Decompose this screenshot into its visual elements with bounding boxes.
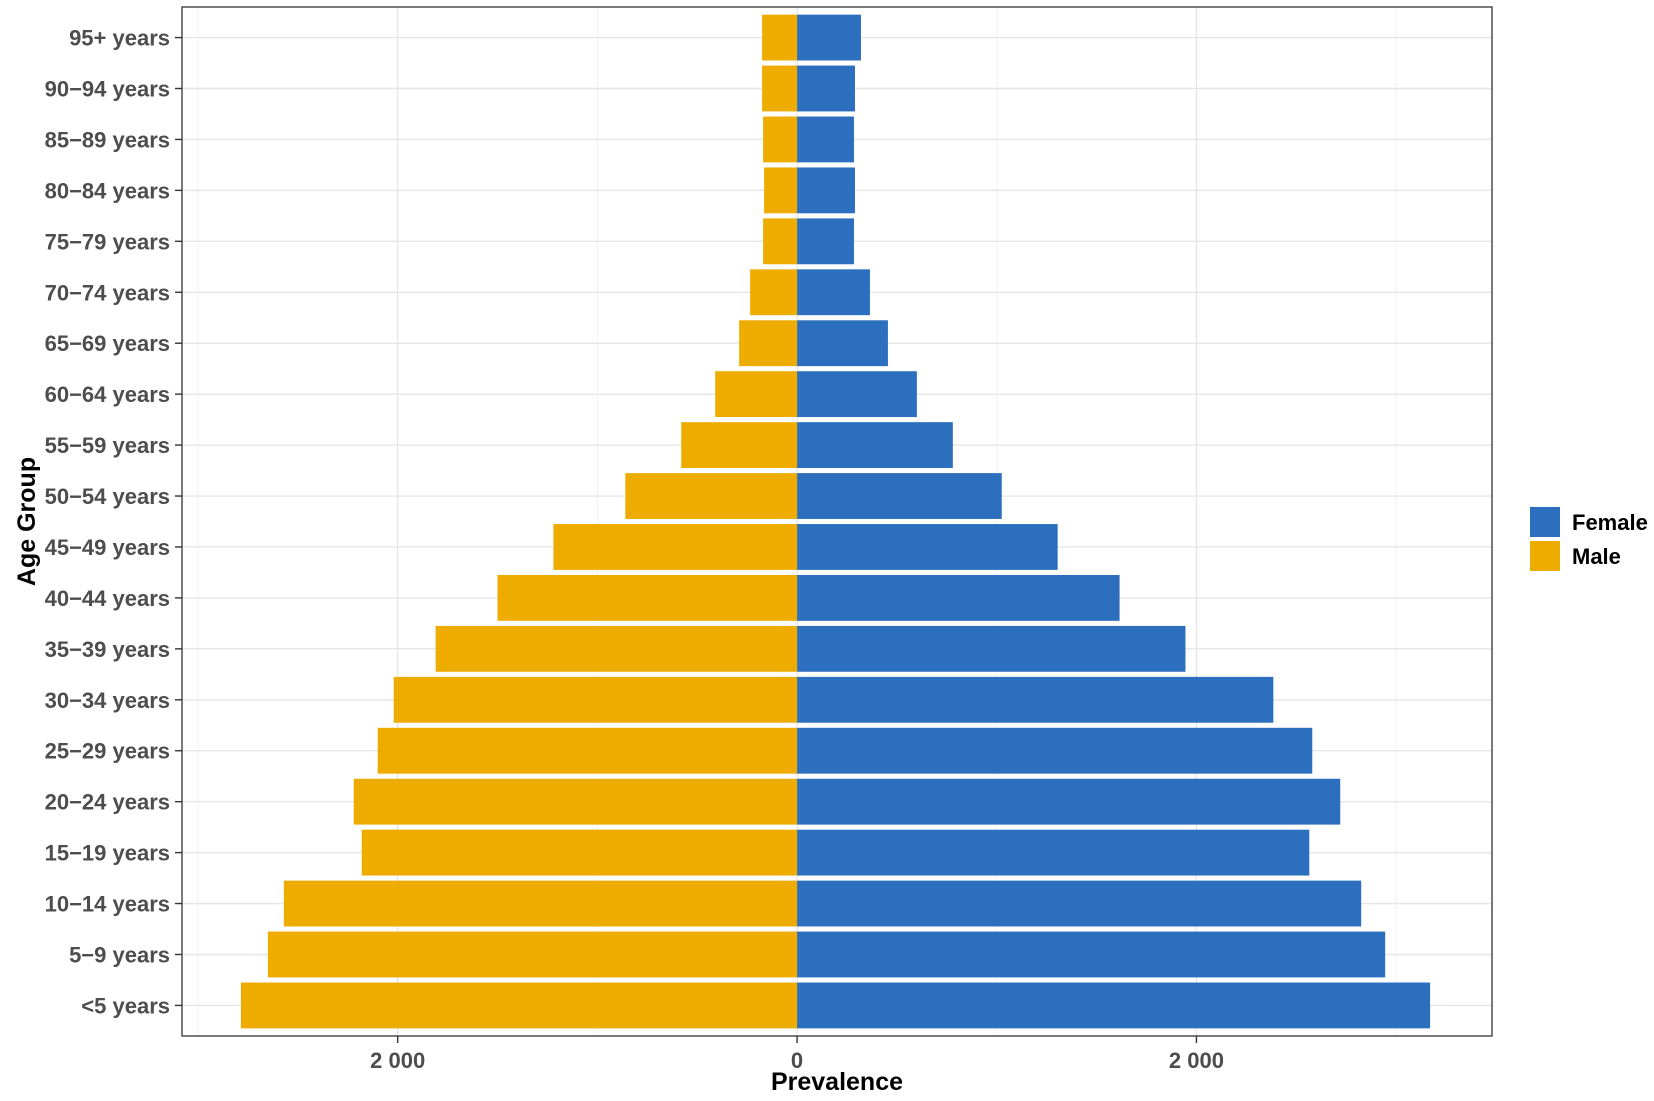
bar-male [625,473,798,519]
bar-female [797,371,917,418]
bar-male [763,116,798,163]
bar-female [797,14,861,61]
y-tick-label: <5 years [81,993,170,1018]
y-tick-label: 55−59 years [45,433,170,458]
bar-male [762,14,798,61]
y-tick-label: 95+ years [69,26,170,51]
y-tick-label: 60−64 years [45,382,170,407]
bar-male [750,269,798,316]
legend-label-male: Male [1572,544,1621,569]
y-tick-label: 5−9 years [69,942,170,967]
bars-group [240,14,1431,1029]
bar-male [353,778,798,825]
bar-female [797,574,1120,621]
bar-male [377,727,798,774]
bar-female [797,880,1362,927]
y-tick-label: 45−49 years [45,535,170,560]
bar-male [435,625,798,672]
y-axis-title: Age Group [13,457,41,586]
y-tick-label: 65−69 years [45,331,170,356]
y-tick-label: 85−89 years [45,127,170,152]
bar-male [681,422,798,469]
bar-female [797,422,953,469]
bar-female [797,625,1186,672]
bar-male [497,574,798,621]
bar-male [762,65,798,112]
y-tick-label: 75−79 years [45,229,170,254]
y-tick-label: 35−39 years [45,637,170,662]
bar-female [797,931,1386,978]
legend: Female Male [1530,507,1648,571]
bar-female [797,982,1431,1029]
x-tick-label: 2 000 [370,1048,425,1073]
y-tick-label: 20−24 years [45,790,170,815]
bar-female [797,676,1274,723]
x-tick-label: 0 [791,1048,803,1073]
legend-key-male [1530,541,1560,571]
bar-male [715,371,798,418]
y-tick-label: 70−74 years [45,280,170,305]
bar-male [283,880,798,927]
bar-male [267,931,798,978]
bar-female [797,473,1002,519]
y-tick-label: 10−14 years [45,892,170,917]
bar-female [797,778,1341,825]
legend-label-female: Female [1572,510,1648,535]
bar-female [797,829,1310,876]
bar-female [797,320,888,367]
y-tick-label: 50−54 years [45,484,170,509]
bar-female [797,116,854,163]
bar-female [797,218,854,265]
bar-female [797,269,870,316]
bar-male [393,676,798,723]
bar-male [553,524,798,570]
y-axis: 95+ years 90−94 years 85−89 years 80−84 yea… [45,26,182,1018]
plot-panel-border [181,6,1493,1037]
x-axis-title: Prevalence [771,1068,903,1096]
y-tick-label: 30−34 years [45,688,170,713]
x-axis: 2 000 0 2 000 [370,1036,1224,1073]
bar-female [797,524,1058,570]
x-tick-label: 2 000 [1169,1048,1224,1073]
bar-female [797,727,1313,774]
bar-female [797,65,855,112]
y-tick-label: 40−44 years [45,586,170,611]
legend-key-female [1530,507,1560,537]
y-tick-label: 80−84 years [45,178,170,203]
y-tick-label: 90−94 years [45,77,170,102]
y-tick-label: 15−19 years [45,841,170,866]
bar-female [797,167,855,214]
bar-male [240,982,798,1029]
bar-male [361,829,798,876]
y-tick-label: 25−29 years [45,739,170,764]
bar-male [764,167,798,214]
bar-male [763,218,798,265]
bar-male [739,320,798,367]
